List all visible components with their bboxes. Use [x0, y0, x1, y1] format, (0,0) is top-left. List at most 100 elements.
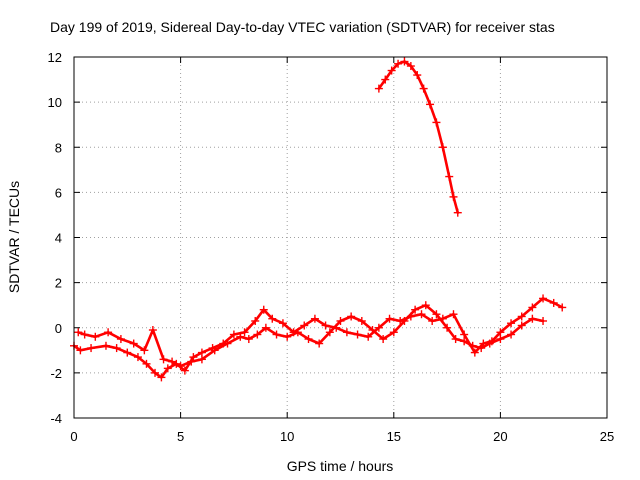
data-point [389, 328, 398, 337]
x-tick-label: 10 [280, 429, 294, 444]
data-point [116, 335, 125, 344]
data-point [507, 319, 516, 328]
data-point [453, 208, 462, 217]
y-tick-label: 0 [55, 321, 62, 336]
data-point [428, 316, 437, 325]
data-point [496, 328, 505, 337]
data-point [315, 339, 324, 348]
data-point [379, 335, 388, 344]
data-point [400, 57, 409, 66]
data-point [210, 346, 219, 355]
data-point [374, 84, 383, 93]
data-point [342, 328, 351, 337]
data-point [310, 314, 319, 323]
grid [74, 57, 607, 418]
data-point [159, 355, 168, 364]
data-point [417, 310, 426, 319]
data-point [268, 314, 277, 323]
data-point [394, 59, 403, 68]
series-trace-c [377, 60, 460, 214]
data-point [413, 71, 422, 80]
data-point [300, 321, 309, 330]
data-point [387, 66, 396, 75]
data-point [558, 303, 567, 312]
data-point [451, 335, 460, 344]
data-point [76, 346, 85, 355]
data-point [528, 303, 537, 312]
y-tick-label: 6 [55, 185, 62, 200]
data-point [539, 316, 548, 325]
data-point [325, 328, 334, 337]
data-point [293, 328, 302, 337]
data-point [129, 339, 138, 348]
data-point [364, 332, 373, 341]
data-point [101, 341, 110, 350]
plot-frame [73, 56, 608, 419]
y-tick-label: -4 [50, 411, 62, 426]
data-point [432, 310, 441, 319]
data-point [449, 192, 458, 201]
data-point [347, 312, 356, 321]
data-point [176, 362, 185, 371]
data-point [549, 298, 558, 307]
data-point [517, 312, 526, 321]
x-tick-label: 20 [493, 429, 507, 444]
data-point [253, 330, 262, 339]
data-point [283, 332, 292, 341]
data-point [187, 357, 196, 366]
data-point [168, 357, 177, 366]
series-trace-a [72, 297, 564, 379]
data-point [163, 364, 172, 373]
y-tick-label: 2 [55, 276, 62, 291]
data-point [470, 348, 479, 357]
data-point [142, 359, 151, 368]
data-point [528, 314, 537, 323]
data-point [87, 344, 96, 353]
data-point [449, 310, 458, 319]
data-point [460, 330, 469, 339]
data-point [443, 323, 452, 332]
data-points [70, 57, 567, 382]
data-point [151, 368, 160, 377]
x-tick-label: 15 [387, 429, 401, 444]
data-point [517, 321, 526, 330]
data-point [74, 328, 83, 337]
data-point [189, 353, 198, 362]
data-point [421, 301, 430, 310]
data-point [148, 326, 157, 335]
data-point [123, 348, 132, 357]
data-point [272, 330, 281, 339]
data-point [485, 339, 494, 348]
data-point [468, 341, 477, 350]
data-point [419, 84, 428, 93]
data-point [240, 328, 249, 337]
data-point [496, 335, 505, 344]
data-point [477, 344, 486, 353]
data-point [357, 316, 366, 325]
axis-ticks: 0 5 10 15 20 25 -4 -2 0 2 4 6 8 10 12 [48, 50, 615, 444]
data-point [460, 337, 469, 346]
data-point [321, 321, 330, 330]
y-tick-label: 8 [55, 140, 62, 155]
data-point [374, 323, 383, 332]
chart-title: Day 199 of 2019, Sidereal Day-to-day VTE… [50, 19, 555, 35]
data-point [368, 326, 377, 335]
y-tick-label: 10 [48, 95, 62, 110]
data-point [400, 316, 409, 325]
data-point [244, 335, 253, 344]
data-point [104, 328, 113, 337]
y-tick-label: -2 [50, 366, 62, 381]
data-point [197, 348, 206, 357]
data-point [259, 305, 268, 314]
y-tick-label: 4 [55, 231, 62, 246]
data-point [336, 316, 345, 325]
data-point [229, 330, 238, 339]
data-point [133, 353, 142, 362]
data-point [91, 332, 100, 341]
data-point [223, 339, 232, 348]
data-point [432, 118, 441, 127]
data-point [261, 323, 270, 332]
data-point [411, 305, 420, 314]
series-trace-b [77, 303, 545, 368]
